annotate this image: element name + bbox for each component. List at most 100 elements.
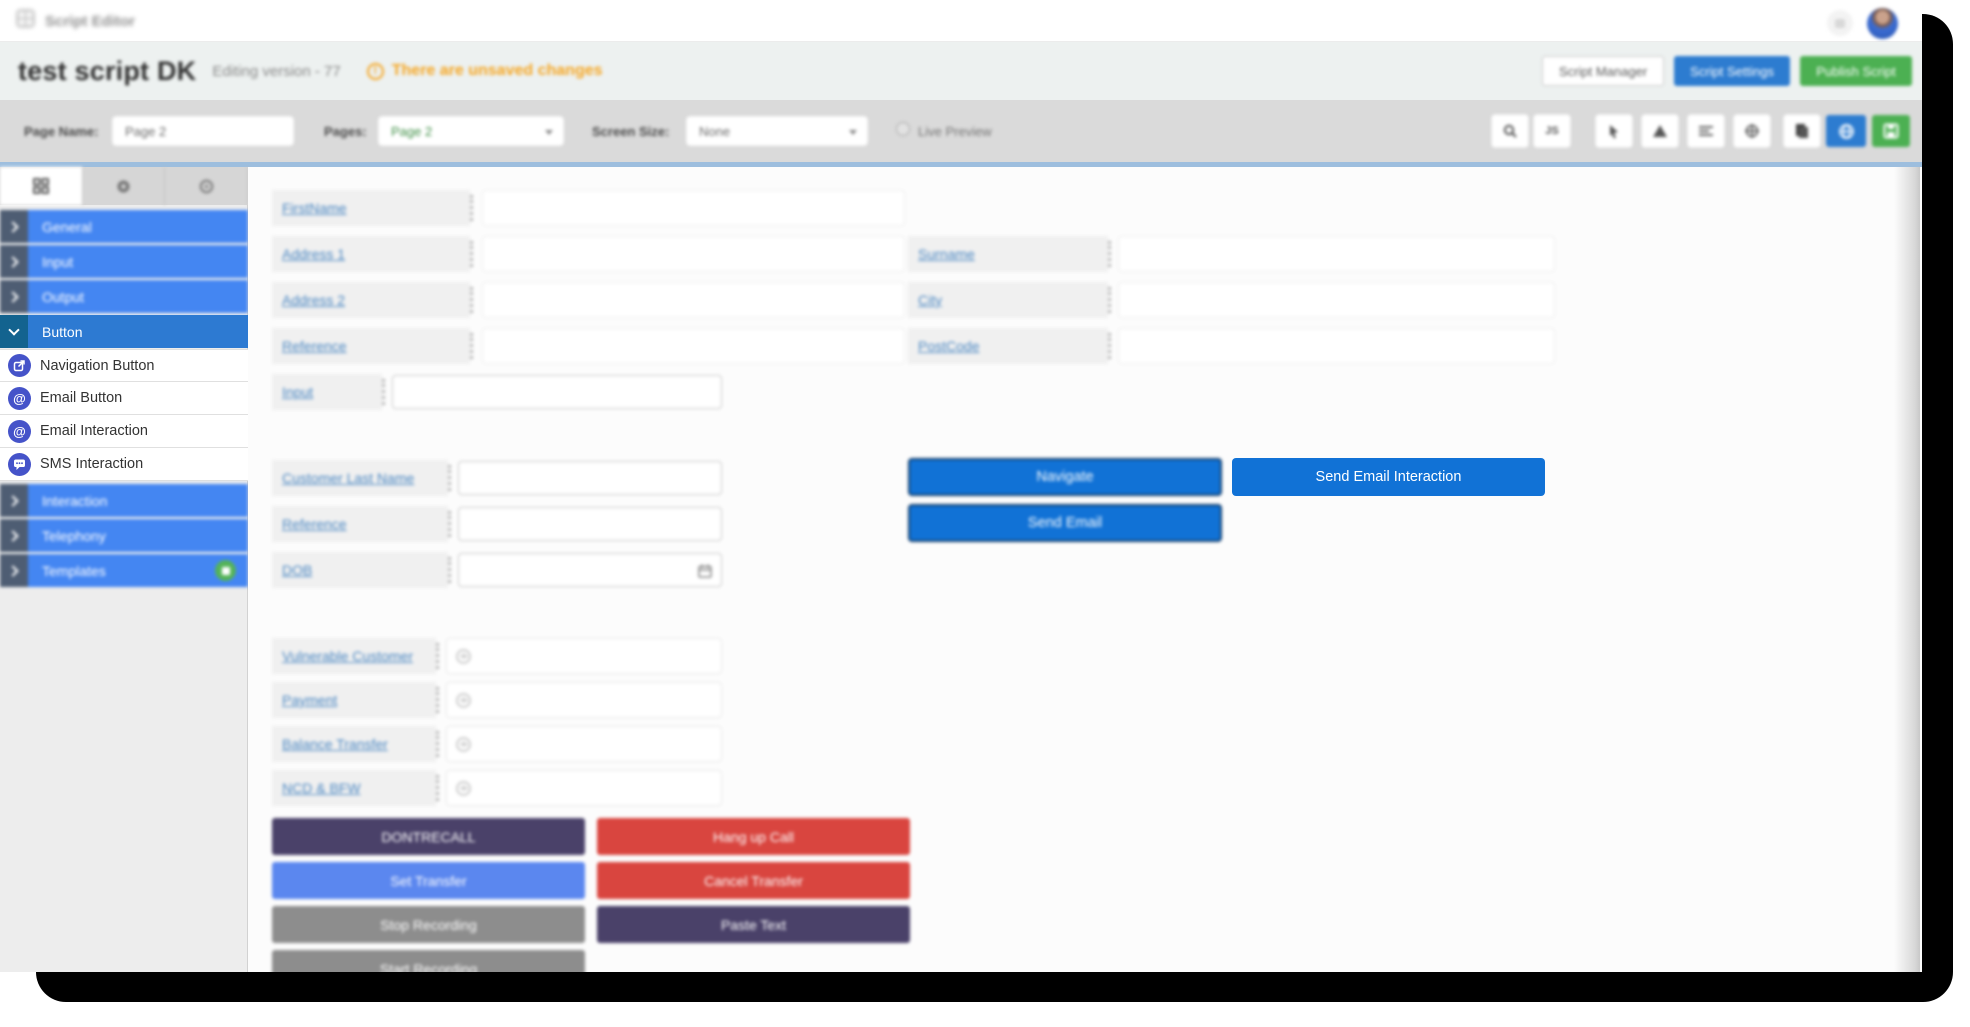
resize-handle[interactable] [436, 687, 439, 713]
resize-handle[interactable] [1108, 333, 1111, 359]
resize-handle[interactable] [436, 775, 439, 801]
unsaved-changes-warning: ! There are unsaved changes [366, 62, 603, 80]
field-input-surname[interactable] [1118, 236, 1555, 272]
web-preview-icon[interactable] [1826, 115, 1866, 147]
sidebar-group-button[interactable]: Button [0, 315, 248, 348]
save-icon[interactable] [1872, 115, 1910, 147]
resize-handle[interactable] [382, 379, 385, 405]
field-input-reference2[interactable] [458, 507, 722, 541]
field-input-city[interactable] [1118, 282, 1555, 318]
cancel-transfer-button[interactable]: Cancel Transfer [597, 862, 910, 899]
email-button-icon: @ [8, 386, 31, 410]
sidebar-item-sms-interaction[interactable]: SMS Interaction [0, 448, 248, 481]
resize-handle[interactable] [436, 731, 439, 757]
field-link-address2[interactable]: Address 2 [282, 292, 346, 308]
field-input-postcode[interactable] [1118, 328, 1555, 364]
paste-text-button[interactable]: Paste Text [597, 906, 910, 943]
user-avatar[interactable] [1867, 7, 1898, 39]
notifications-icon[interactable] [1827, 10, 1853, 36]
field-input-dob[interactable] [458, 553, 722, 587]
send-email-interaction-button[interactable]: Send Email Interaction [1232, 458, 1545, 496]
checkbox-row [446, 726, 722, 762]
header-buttons: Script Manager Script Settings Publish S… [1542, 56, 1912, 86]
resize-handle[interactable] [448, 465, 451, 491]
resize-handle[interactable] [1108, 287, 1111, 313]
hang-up-call-button[interactable]: Hang up Call [597, 818, 910, 855]
field-input-firstname[interactable] [482, 190, 905, 226]
sidebar-group-interaction[interactable]: Interaction [0, 484, 248, 517]
screen-size-label: Screen Size: [592, 124, 670, 139]
field-input-reference[interactable] [482, 328, 905, 364]
vertical-scrollbar[interactable] [1894, 167, 1920, 972]
resize-handle[interactable] [470, 195, 473, 221]
resize-handle[interactable] [470, 287, 473, 313]
field-link-firstname[interactable]: FirstName [282, 200, 347, 216]
align-icon[interactable] [1688, 115, 1724, 147]
sidebar-group-output[interactable]: Output [0, 280, 248, 313]
crosshair-icon[interactable] [1734, 115, 1770, 147]
chevron-right-icon [0, 245, 28, 278]
calendar-icon[interactable] [698, 564, 712, 583]
payment-checkbox[interactable] [456, 692, 471, 708]
field-link-reference[interactable]: Reference [282, 338, 347, 354]
js-code-icon[interactable]: JS [1534, 115, 1570, 147]
field-input-input[interactable] [392, 375, 722, 409]
top-bar: Script Editor [0, 0, 1922, 42]
navigate-button[interactable]: Navigate [908, 458, 1222, 496]
sidebar-item-navigation-button[interactable]: Navigation Button [0, 349, 248, 382]
field-link-vulnerable-customer[interactable]: Vulnerable Customer [282, 648, 413, 664]
field-row-customer-last-name: Customer Last Name [248, 460, 1048, 496]
page-name-input[interactable] [112, 116, 294, 146]
resize-handle[interactable] [436, 643, 439, 669]
resize-handle[interactable] [1108, 241, 1111, 267]
sidebar-item-email-button[interactable]: @ Email Button [0, 382, 248, 415]
field-link-reference2[interactable]: Reference [282, 516, 347, 532]
dontrecall-button[interactable]: DONTRECALL [272, 818, 585, 855]
field-link-ncd-bfw[interactable]: NCD & BFW [282, 780, 361, 796]
screen-size-select[interactable]: None [686, 116, 868, 146]
field-link-address1[interactable]: Address 1 [282, 246, 346, 262]
field-link-input[interactable]: Input [282, 384, 314, 400]
field-input-address1[interactable] [482, 236, 905, 272]
tab-settings-gear-icon[interactable] [83, 167, 166, 205]
field-label-cell: City [908, 282, 1108, 318]
field-link-dob[interactable]: DOB [282, 562, 313, 578]
field-link-surname[interactable]: Surname [918, 246, 975, 262]
balance-transfer-checkbox[interactable] [456, 736, 471, 752]
resize-handle[interactable] [448, 557, 451, 583]
tab-properties-dial-icon[interactable] [165, 167, 249, 205]
resize-handle[interactable] [470, 333, 473, 359]
field-link-customer-last-name[interactable]: Customer Last Name [282, 470, 415, 486]
live-preview-checkbox[interactable] [896, 122, 910, 136]
field-row-firstname: FirstName [248, 190, 1568, 226]
vulnerable-customer-checkbox[interactable] [456, 648, 471, 664]
sidebar-group-telephony[interactable]: Telephony [0, 519, 248, 552]
copy-icon[interactable] [1784, 115, 1820, 147]
field-input-customer-last-name[interactable] [458, 461, 722, 495]
resize-handle[interactable] [448, 511, 451, 537]
sidebar-group-templates[interactable]: Templates [0, 554, 248, 587]
field-input-address2[interactable] [482, 282, 905, 318]
script-settings-button[interactable]: Script Settings [1674, 56, 1790, 86]
field-link-balance-transfer[interactable]: Balance Transfer [282, 736, 388, 752]
set-transfer-button[interactable]: Set Transfer [272, 862, 585, 899]
script-manager-button[interactable]: Script Manager [1542, 56, 1665, 86]
sidebar-group-general[interactable]: General [0, 210, 248, 243]
field-link-postcode[interactable]: PostCode [918, 338, 980, 354]
start-recording-button[interactable]: Start Recording [272, 950, 585, 972]
pointer-icon[interactable] [1596, 115, 1632, 147]
field-label-cell: Input [272, 374, 382, 410]
field-link-city[interactable]: City [918, 292, 943, 308]
publish-script-button[interactable]: Publish Script [1800, 56, 1912, 86]
zoom-icon[interactable] [1492, 115, 1528, 147]
resize-handle[interactable] [470, 241, 473, 267]
field-link-payment[interactable]: Payment [282, 692, 338, 708]
shape-icon[interactable] [1642, 115, 1678, 147]
send-email-button[interactable]: Send Email [908, 504, 1222, 542]
ncd-bfw-checkbox[interactable] [456, 780, 471, 796]
tab-components-grid-icon[interactable] [0, 167, 83, 205]
stop-recording-button[interactable]: Stop Recording [272, 906, 585, 943]
sidebar-item-email-interaction[interactable]: @ Email Interaction [0, 415, 248, 448]
pages-select[interactable]: Page 2 [378, 116, 564, 146]
sidebar-group-input[interactable]: Input [0, 245, 248, 278]
